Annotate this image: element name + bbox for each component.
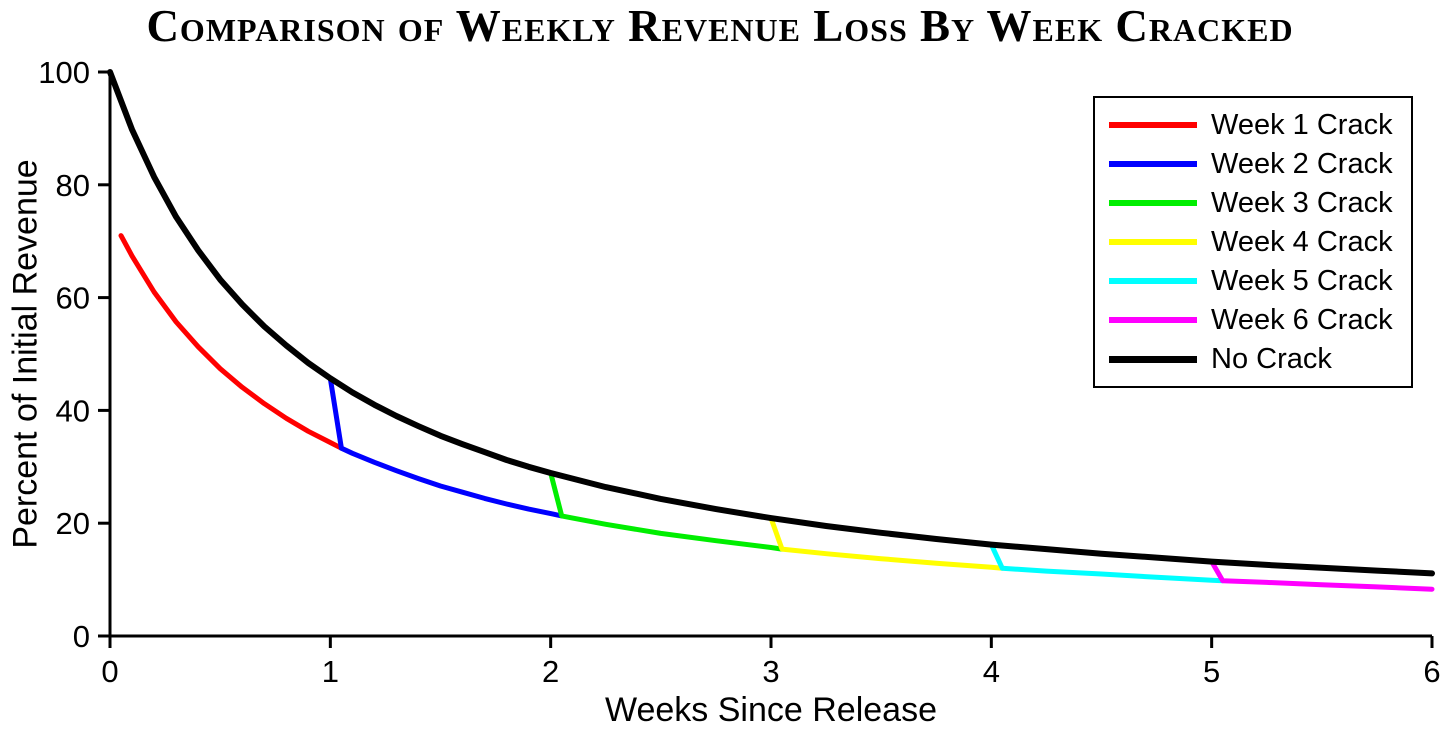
legend-line-week-4-crack [1109,239,1197,245]
y-tick-label: 100 [38,55,90,90]
x-tick-label: 2 [542,654,559,689]
legend-item-week-1-crack: Week 1 Crack [1109,106,1403,144]
legend-item-week-4-crack: Week 4 Crack [1109,223,1403,261]
legend-line-week-6-crack [1109,317,1197,323]
series-line-week-4-crack [768,515,1005,571]
x-axis-label: Weeks Since Release [605,691,937,729]
y-tick-label: 20 [56,506,90,541]
legend-line-week-2-crack [1109,161,1197,167]
legend-item-week-2-crack: Week 2 Crack [1109,145,1403,183]
legend-label: Week 1 Crack [1211,108,1393,141]
y-axis-label: Percent of Initial Revenue [6,159,45,549]
legend-line-no-crack [1109,355,1197,363]
x-tick-label: 5 [1203,654,1220,689]
chart-title: Comparison of Weekly Revenue Loss By Wee… [146,1,1294,51]
y-tick-label: 0 [73,619,90,654]
series-line-week-1-crack [118,233,344,451]
series-line-week-6-crack [1209,559,1435,592]
series-line-week-2-crack [327,375,565,519]
legend-item-no-crack: No Crack [1109,340,1403,378]
legend-label: Week 6 Crack [1211,303,1393,336]
legend-label: Week 5 Crack [1211,264,1393,297]
x-tick-label: 1 [322,654,339,689]
legend-label: No Crack [1211,342,1332,375]
series-line-week-3-crack [548,470,785,552]
legend-item-week-3-crack: Week 3 Crack [1109,184,1403,222]
legend-line-week-3-crack [1109,200,1197,206]
legend-label: Week 3 Crack [1211,186,1393,219]
y-tick-label: 80 [56,168,90,203]
legend: Week 1 Crack Week 2 Crack Week 3 Crack W… [1093,96,1413,388]
x-tick-label: 4 [983,654,1000,689]
y-tick-label: 40 [56,393,90,428]
legend-item-week-6-crack: Week 6 Crack [1109,301,1403,339]
x-tick-label: 3 [762,654,779,689]
y-tick-label: 60 [56,281,90,316]
x-tick-label: 6 [1423,654,1440,689]
legend-label: Week 4 Crack [1211,225,1393,258]
series-line-no-crack [107,69,1435,577]
series-line-week-5-crack [988,542,1226,584]
legend-line-week-1-crack [1109,122,1197,128]
legend-item-week-5-crack: Week 5 Crack [1109,262,1403,300]
legend-line-week-5-crack [1109,278,1197,284]
legend-label: Week 2 Crack [1211,147,1393,180]
x-tick-label: 0 [101,654,118,689]
